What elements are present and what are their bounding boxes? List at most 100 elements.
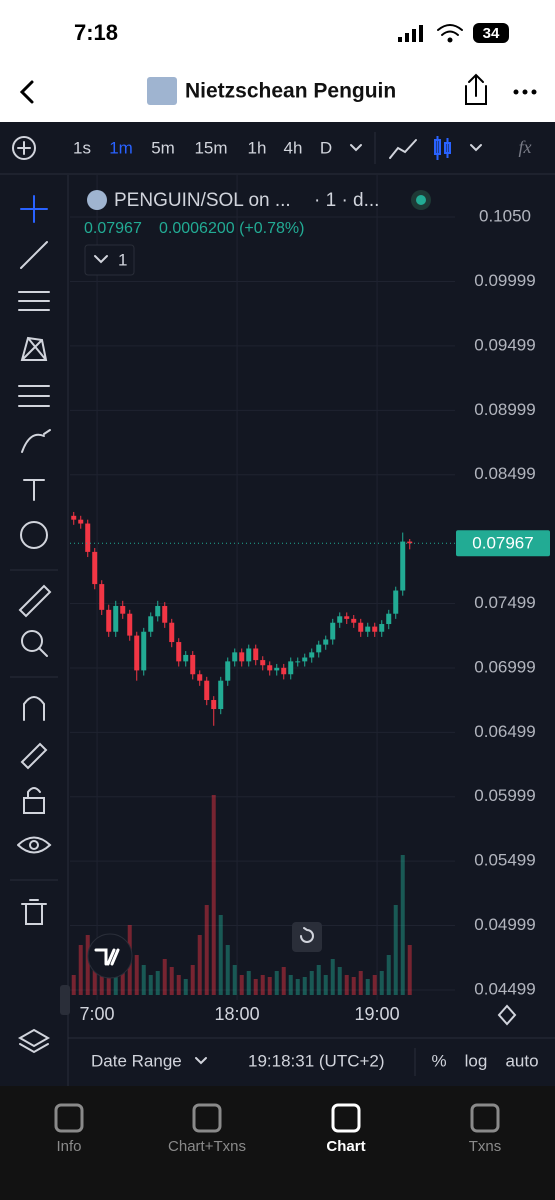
date-chevron	[195, 1057, 207, 1065]
interval[interactable]: 5m	[151, 138, 175, 157]
volume-bar	[134, 955, 139, 995]
volume-bar	[295, 979, 300, 995]
legend-price: 0.07967	[84, 220, 142, 237]
y-tick-label: 0.1050	[479, 206, 531, 225]
symbol-meta: · 1 · d...	[314, 190, 379, 211]
formula[interactable]: fx	[519, 137, 532, 157]
candle-body	[92, 551, 98, 585]
candle-body	[204, 680, 210, 701]
candle-body	[99, 584, 105, 610]
volume-bar	[197, 935, 202, 995]
axis-settings[interactable]	[497, 1004, 517, 1026]
volume-bar	[372, 975, 377, 995]
interval-menu[interactable]	[350, 144, 362, 152]
volume-bar	[155, 971, 160, 995]
volume-bar	[288, 975, 293, 995]
y-tick-label: 0.09999	[474, 271, 535, 290]
interval[interactable]: D	[320, 138, 332, 157]
volume-bar	[246, 971, 251, 995]
tab-icon	[470, 1103, 500, 1133]
candle-body	[155, 605, 161, 617]
auto[interactable]: auto	[505, 1051, 538, 1070]
tab-label[interactable]: Info	[56, 1138, 81, 1155]
candle-body	[218, 680, 224, 710]
candle-body	[344, 616, 350, 619]
tab-label[interactable]: Chart	[326, 1138, 365, 1155]
candle-body	[323, 639, 329, 645]
style-menu[interactable]	[470, 144, 482, 152]
volume-bar	[225, 945, 230, 995]
candle-body	[358, 622, 364, 632]
date-range[interactable]: Date Range	[91, 1051, 182, 1070]
last-price-badge	[456, 530, 550, 557]
reset-btn[interactable]	[292, 922, 322, 952]
volume-bar	[176, 975, 181, 995]
more[interactable]	[513, 89, 537, 95]
volume-bar	[330, 959, 335, 995]
candle-body	[120, 605, 126, 614]
candle-body	[365, 626, 371, 632]
volume-bar	[190, 965, 195, 995]
share[interactable]	[465, 73, 487, 105]
candle-body	[372, 626, 378, 632]
interval[interactable]: 15m	[194, 138, 227, 157]
x-tick-label: 18:00	[215, 1004, 260, 1024]
signal	[398, 25, 423, 42]
candle-body	[337, 616, 343, 623]
candle-body	[85, 523, 91, 552]
drawing-tools[interactable]	[17, 195, 52, 1054]
volume-bar	[358, 971, 363, 995]
candle-body	[239, 652, 245, 662]
candle-body	[183, 654, 189, 662]
candle-body	[127, 613, 133, 636]
volume-bar	[323, 975, 328, 995]
tab-label[interactable]: Txns	[469, 1138, 502, 1155]
candle-body	[176, 642, 182, 662]
interval[interactable]: 4h	[284, 138, 303, 157]
candle-body	[351, 618, 357, 623]
log[interactable]: log	[465, 1051, 488, 1070]
collapse[interactable]	[60, 985, 70, 1015]
candle-body	[78, 519, 84, 524]
candle-body	[197, 674, 203, 681]
symbol: PENGUIN/SOL on ...	[114, 190, 291, 211]
candle-style[interactable]	[434, 136, 451, 160]
indicator-count: 1	[118, 250, 127, 269]
volume-bar	[267, 977, 272, 995]
legend-change: 0.0006200 (+0.78%)	[159, 220, 304, 237]
candle-body	[190, 654, 196, 675]
volume-bar	[141, 965, 146, 995]
candle-body	[225, 661, 231, 681]
volume-bar	[281, 967, 286, 995]
tv-mark	[94, 948, 120, 966]
volume-bar	[351, 977, 356, 995]
candle-body	[267, 665, 273, 671]
candle-body	[246, 648, 252, 662]
battery	[473, 23, 509, 43]
interval[interactable]: 1m	[109, 138, 133, 157]
candle-body	[253, 648, 259, 661]
add[interactable]	[12, 136, 36, 160]
interval[interactable]: 1s	[73, 138, 91, 157]
intervals: 1s 1m 5m 15m 1h 4h D	[73, 138, 332, 157]
interval[interactable]: 1h	[248, 138, 267, 157]
volume-bar	[316, 965, 321, 995]
tool-separators	[10, 569, 58, 881]
tabs: Info Chart+Txns Chart Txns	[54, 1103, 502, 1155]
line-style[interactable]	[389, 139, 417, 159]
percent[interactable]: %	[431, 1051, 446, 1070]
candle-body	[316, 644, 322, 653]
indicator-toggle[interactable]	[84, 244, 135, 276]
volume-bar	[239, 975, 244, 995]
volume-bar	[386, 955, 391, 995]
y-tick-label: 0.05499	[474, 851, 535, 870]
candle-body	[232, 652, 238, 662]
toolbar-bg	[0, 122, 555, 174]
volume-bar	[337, 967, 342, 995]
tab-label[interactable]: Chart+Txns	[168, 1138, 246, 1155]
y-tick-label: 0.08999	[474, 400, 535, 419]
volume-bar	[183, 979, 188, 995]
back[interactable]	[19, 80, 34, 104]
volume-bar	[274, 971, 279, 995]
